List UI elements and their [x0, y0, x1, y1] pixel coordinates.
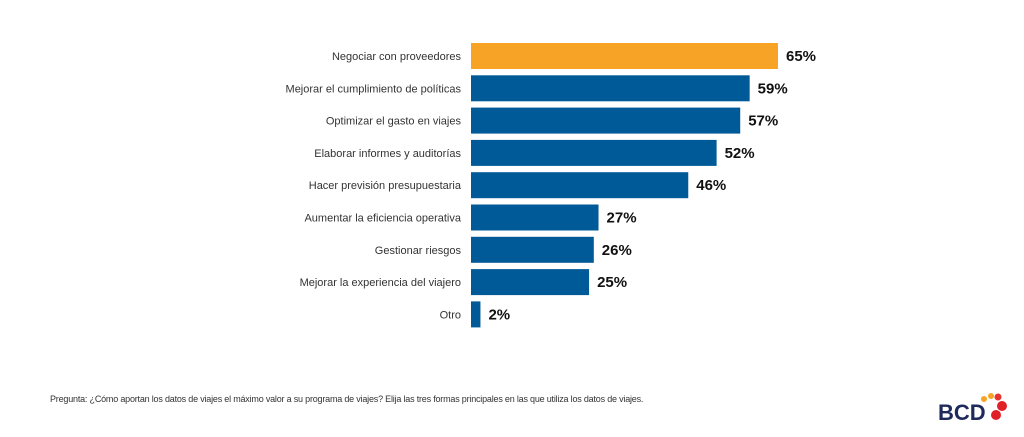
- category-label: Aumentar la eficiencia operativa: [304, 213, 461, 225]
- footer-question: Pregunta: ¿Cómo aportan los datos de via…: [50, 394, 644, 404]
- value-label: 26%: [602, 242, 632, 259]
- svg-text:BCD: BCD: [938, 400, 986, 425]
- value-label: 2%: [488, 306, 510, 323]
- category-label: Mejorar la experiencia del viajero: [300, 277, 461, 289]
- bar: [471, 204, 599, 231]
- bar: [471, 107, 741, 134]
- category-label: Otro: [440, 309, 461, 321]
- bar: [471, 301, 481, 328]
- bar-chart: Negociar con proveedores 65% Mejorar el cu…: [286, 43, 816, 328]
- value-label: 65%: [786, 48, 816, 65]
- value-label: 59%: [758, 80, 788, 97]
- bcd-logo: BCD: [938, 393, 1007, 425]
- category-label: Negociar con proveedores: [332, 51, 462, 63]
- value-label: 46%: [696, 177, 726, 194]
- value-label: 57%: [748, 113, 778, 130]
- category-label: Hacer previsión presupuestaria: [309, 180, 462, 192]
- bar: [471, 75, 750, 102]
- category-label: Elaborar informes y auditorías: [314, 148, 461, 160]
- bar: [471, 269, 590, 296]
- value-label: 27%: [607, 210, 637, 227]
- bar: [471, 139, 717, 166]
- value-label: 25%: [597, 274, 627, 291]
- bar: [471, 43, 778, 69]
- bar: [471, 172, 689, 199]
- category-label: Gestionar riesgos: [375, 245, 462, 257]
- category-label: Optimizar el gasto en viajes: [326, 116, 462, 128]
- value-label: 52%: [725, 145, 755, 162]
- bar: [471, 236, 594, 263]
- category-label: Mejorar el cumplimiento de políticas: [286, 83, 462, 95]
